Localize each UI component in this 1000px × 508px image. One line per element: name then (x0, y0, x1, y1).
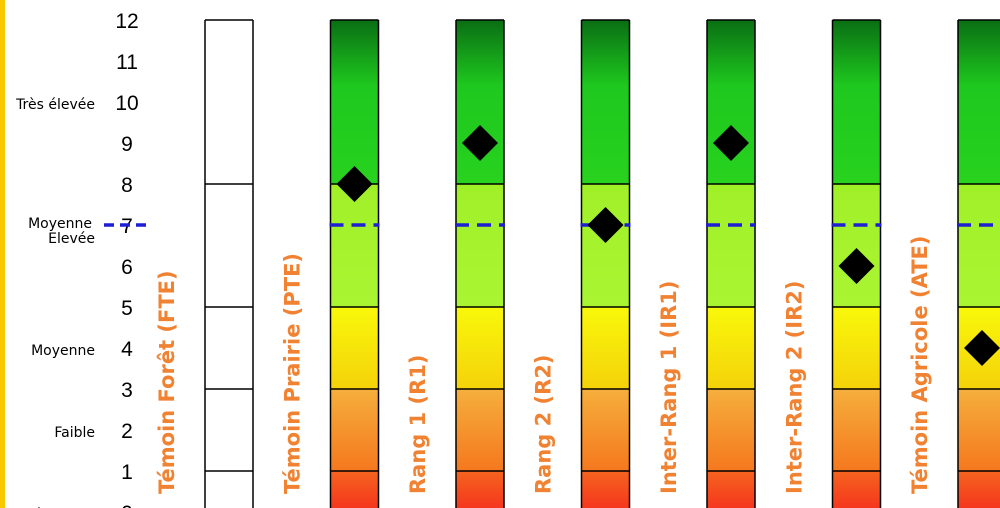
band-medium-inter-rang-1-ir1 (707, 307, 755, 389)
zone-label-elevee: Elevée (48, 231, 95, 247)
y-tick-label: 4 (121, 338, 133, 361)
band-high-inter-rang-2-ir2 (832, 184, 881, 307)
data-point-inter-rang-1-ir1 (713, 125, 749, 161)
data-point-rang-2-r2 (587, 207, 624, 243)
band-low-inter-rang-2-ir2 (832, 389, 881, 471)
band-low-rang-2-r2 (581, 389, 630, 471)
band-very-high-rang-2-r2 (581, 20, 630, 184)
band-medium-inter-rang-2-ir2 (832, 307, 881, 389)
band-very-high-temoin-agricole-ate (958, 20, 1000, 184)
data-point-temoin-prairie-pte (336, 166, 373, 202)
page-accent-bar (0, 0, 5, 508)
category-label-inter-rang-2-ir2: Inter-Rang 2 (IR2) (783, 281, 807, 494)
y-tick-label: 2 (121, 420, 133, 443)
band-very-low-rang-2-r2 (581, 471, 630, 508)
category-label-temoin-agricole-ate: Témoin Agricole (ATE) (908, 235, 932, 494)
band-high-temoin-agricole-ate (958, 184, 1000, 307)
zone-label-faible: Faible (54, 425, 95, 441)
band-low-inter-rang-1-ir1 (707, 389, 755, 471)
band-very-low-temoin-prairie-pte (330, 471, 379, 508)
y-tick-label: 0 (121, 502, 133, 508)
band-high-rang-1-r1 (456, 184, 504, 307)
category-label-temoin-foret-fte: Témoin Forêt (FTE) (155, 270, 179, 494)
y-tick-label: 9 (121, 133, 133, 156)
band-very-low-rang-1-r1 (456, 471, 504, 508)
zone-label-moyenne: Moyenne (31, 343, 95, 359)
band-very-low-inter-rang-2-ir2 (832, 471, 881, 508)
category-label-inter-rang-1-ir1: Inter-Rang 1 (IR1) (657, 281, 681, 494)
band-very-high-temoin-prairie-pte (330, 20, 379, 184)
y-tick-label: 5 (121, 297, 133, 320)
reference-line-label: Moyenne (28, 216, 92, 232)
band-medium-rang-2-r2 (581, 307, 630, 389)
band-very-high-inter-rang-2-ir2 (832, 20, 881, 184)
band-high-inter-rang-1-ir1 (707, 184, 755, 307)
y-tick-label: 6 (121, 256, 133, 279)
data-point-temoin-agricole-ate (964, 330, 1000, 366)
band-empty-temoin-foret-fte (205, 20, 253, 508)
band-medium-temoin-prairie-pte (330, 307, 379, 389)
band-medium-rang-1-r1 (456, 307, 504, 389)
band-very-low-inter-rang-1-ir1 (707, 471, 755, 508)
y-tick-label: 10 (115, 92, 138, 115)
zone-label-tres-elevee: Très élevée (15, 97, 95, 113)
y-tick-label: 12 (115, 10, 138, 33)
band-low-temoin-agricole-ate (958, 389, 1000, 471)
category-label-rang-1-r1: Rang 1 (R1) (406, 354, 430, 494)
band-low-temoin-prairie-pte (330, 389, 379, 471)
category-label-temoin-prairie-pte: Témoin Prairie (PTE) (281, 253, 305, 494)
data-point-inter-rang-2-ir2 (838, 248, 875, 284)
band-high-temoin-prairie-pte (330, 184, 379, 307)
y-tick-label: 1 (121, 461, 133, 484)
band-high-rang-2-r2 (581, 184, 630, 307)
data-point-rang-1-r1 (462, 125, 498, 161)
y-tick-label: 8 (121, 174, 133, 197)
category-label-rang-2-r2: Rang 2 (R2) (532, 354, 556, 494)
band-very-low-temoin-agricole-ate (958, 471, 1000, 508)
y-tick-label: 11 (116, 51, 138, 74)
band-low-rang-1-r1 (456, 389, 504, 471)
y-tick-label: 3 (121, 379, 133, 402)
